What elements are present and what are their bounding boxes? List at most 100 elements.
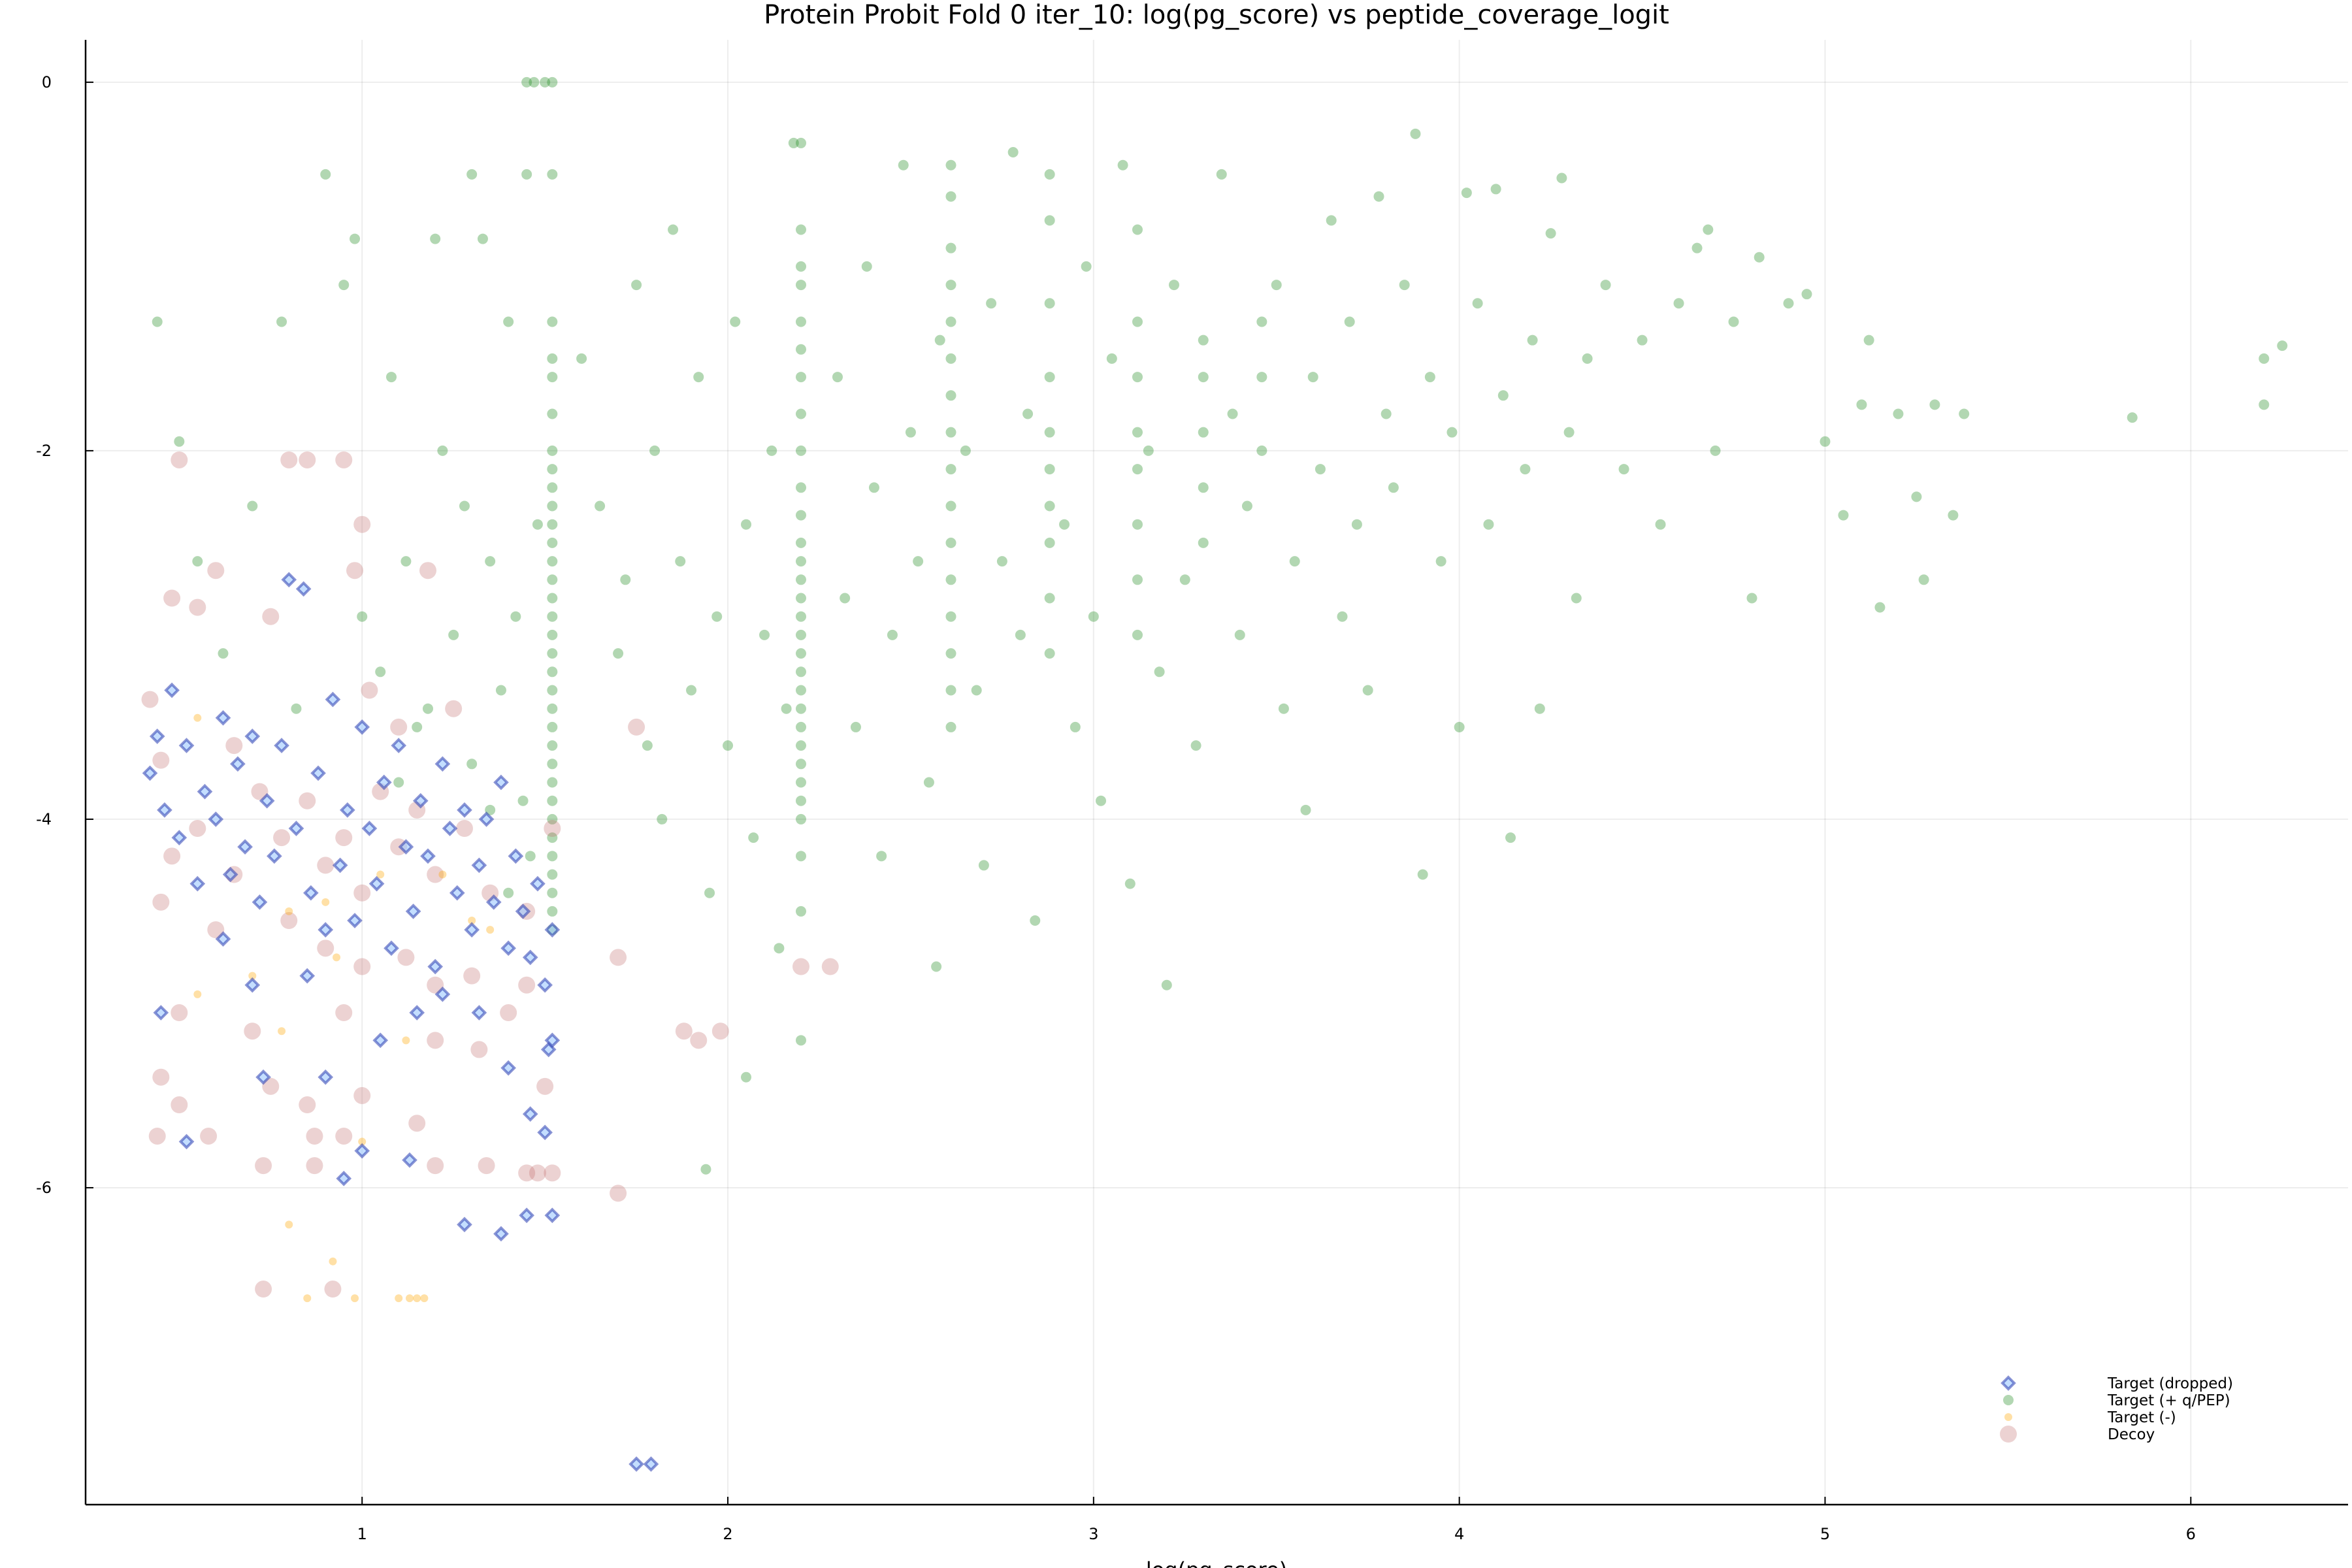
data-point — [530, 875, 546, 892]
data-point — [1198, 427, 1209, 438]
data-point — [372, 1032, 389, 1049]
data-point — [1534, 703, 1545, 714]
data-point — [448, 629, 459, 640]
data-point — [898, 159, 909, 171]
data-point — [1571, 593, 1582, 604]
data-point — [280, 451, 298, 468]
data-point — [248, 972, 257, 980]
data-point — [197, 783, 213, 800]
data-point — [620, 574, 631, 585]
series-target-dropped — [142, 572, 659, 1472]
data-point — [438, 870, 447, 879]
data-point — [306, 1157, 323, 1175]
data-point — [141, 691, 159, 708]
x-tick-label: 3 — [1088, 1525, 1098, 1543]
data-point — [595, 500, 606, 512]
data-point — [336, 1171, 352, 1186]
data-point — [795, 510, 806, 521]
data-point — [518, 976, 536, 994]
data-point — [244, 728, 261, 744]
data-point — [1527, 335, 1538, 346]
data-point — [1929, 399, 1940, 410]
data-point — [1154, 666, 1165, 678]
data-point — [795, 851, 806, 862]
data-point — [795, 574, 806, 585]
data-point — [153, 1005, 169, 1021]
data-point — [547, 445, 558, 456]
data-point — [1044, 537, 1055, 548]
data-point — [1234, 629, 1245, 640]
data-point — [346, 562, 364, 580]
data-point — [675, 1022, 693, 1040]
data-point — [495, 685, 506, 696]
data-point — [255, 1281, 272, 1298]
data-point — [1307, 372, 1318, 383]
data-point — [795, 261, 806, 272]
data-point — [148, 1127, 166, 1145]
data-point — [1351, 519, 1362, 530]
data-point — [711, 1022, 729, 1040]
data-point — [1497, 390, 1509, 401]
data-point — [1044, 648, 1055, 659]
data-point — [171, 1004, 188, 1022]
grid-lines — [86, 40, 2348, 1505]
data-point — [386, 372, 397, 383]
data-point — [1959, 408, 1970, 419]
data-point — [547, 832, 558, 843]
data-point — [1490, 184, 1501, 195]
data-point — [986, 298, 997, 309]
data-point — [1198, 482, 1209, 493]
data-point — [408, 1115, 426, 1132]
data-point — [508, 848, 524, 864]
data-point — [610, 949, 627, 966]
data-point — [537, 1124, 553, 1141]
data-point — [821, 958, 839, 975]
data-point — [519, 1207, 534, 1224]
data-point — [547, 759, 558, 770]
data-point — [547, 574, 558, 585]
data-point — [1132, 519, 1143, 530]
data-point — [1505, 832, 1516, 843]
data-point — [788, 137, 799, 148]
data-point — [354, 719, 370, 735]
data-point — [485, 556, 496, 567]
data-point — [1198, 372, 1209, 383]
data-point — [795, 759, 806, 770]
data-point — [547, 851, 558, 862]
data-point — [1520, 464, 1531, 475]
data-point — [354, 1143, 370, 1159]
data-point — [259, 792, 275, 809]
series-target-q-pep — [152, 76, 2288, 1175]
data-point — [471, 857, 487, 874]
data-point — [1417, 869, 1428, 880]
data-point — [171, 1096, 188, 1114]
data-point — [471, 1005, 487, 1021]
data-point — [164, 682, 180, 698]
data-point — [361, 821, 378, 836]
data-point — [525, 851, 536, 862]
data-point — [493, 1226, 509, 1242]
data-point — [1472, 298, 1483, 309]
data-point — [945, 500, 956, 512]
data-point — [945, 611, 956, 622]
data-point — [547, 795, 558, 806]
data-point — [405, 1294, 414, 1303]
data-point — [427, 958, 444, 975]
data-point — [393, 777, 404, 788]
legend-label: Target (+ q/PEP) — [2107, 1392, 2230, 1409]
y-tick-label: 0 — [42, 73, 52, 91]
data-point — [795, 740, 806, 751]
data-point — [529, 1164, 546, 1182]
data-point — [376, 870, 385, 879]
data-point — [795, 795, 806, 806]
data-point — [544, 1032, 561, 1049]
data-point — [1030, 915, 1041, 926]
data-point — [470, 1041, 488, 1058]
data-point — [1081, 261, 1092, 272]
data-point — [876, 851, 887, 862]
data-point — [795, 137, 806, 148]
data-point — [690, 1032, 708, 1049]
data-point — [437, 445, 448, 456]
data-point — [795, 445, 806, 456]
data-point — [357, 611, 368, 622]
